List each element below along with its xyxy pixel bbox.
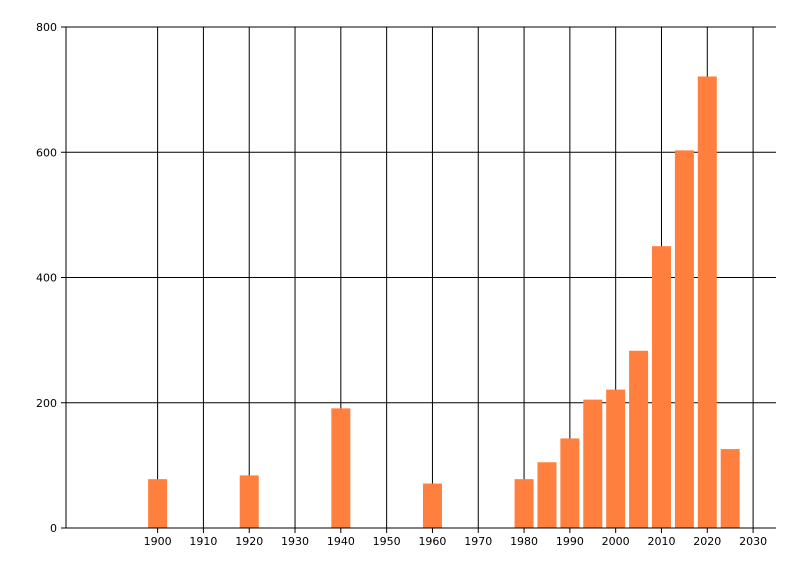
bar (583, 399, 603, 528)
bar (720, 449, 740, 528)
x-tick-label: 1910 (189, 535, 217, 548)
y-tick-label: 800 (36, 21, 57, 34)
bar (697, 76, 717, 528)
bar (422, 483, 442, 528)
x-tick-label: 1930 (281, 535, 309, 548)
bar (148, 479, 168, 528)
y-tick-label: 0 (50, 522, 57, 535)
bar (331, 408, 351, 528)
bar (606, 389, 626, 528)
y-tick-label: 400 (36, 272, 57, 285)
x-tick-label: 2000 (602, 535, 630, 548)
x-tick-label: 1950 (373, 535, 401, 548)
bar (514, 479, 534, 528)
x-tick-label: 1970 (464, 535, 492, 548)
y-tick-label: 200 (36, 397, 57, 410)
x-tick-label: 2030 (739, 535, 767, 548)
bars (148, 76, 740, 528)
x-tick-label: 1920 (235, 535, 263, 548)
bar (537, 462, 557, 528)
x-tick-label: 1960 (418, 535, 446, 548)
tick-labels: 1900 1910 1920 1930 1940 1950 1960 1970 1980 1990… (36, 21, 767, 548)
bar (239, 475, 259, 528)
x-tick-label: 1980 (510, 535, 538, 548)
bar (651, 246, 671, 528)
x-tick-label: 1940 (327, 535, 355, 548)
bar (629, 350, 649, 528)
x-tick-label: 1900 (144, 535, 172, 548)
axes (61, 26, 776, 533)
bar (560, 438, 580, 528)
x-tick-label: 2020 (693, 535, 721, 548)
bar (674, 150, 694, 528)
y-tick-label: 600 (36, 146, 57, 159)
x-tick-label: 1990 (556, 535, 584, 548)
x-tick-label: 2010 (647, 535, 675, 548)
